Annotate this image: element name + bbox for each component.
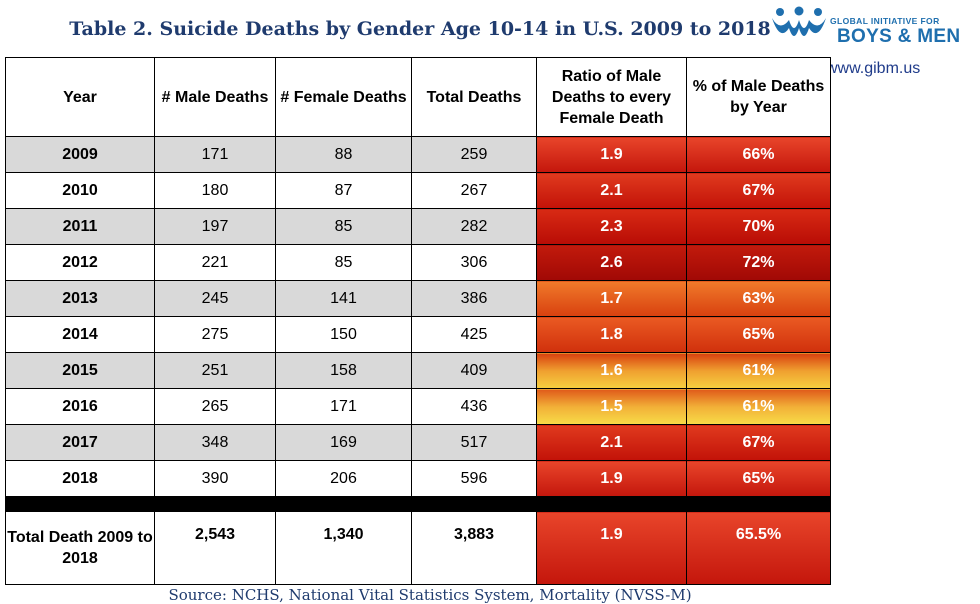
table-title: Table 2. Suicide Deaths by Gender Age 10… [69, 18, 771, 40]
male-deaths-cell: 197 [154, 208, 276, 245]
ratio-cell: 2.6 [536, 244, 687, 281]
male-pct-cell: 72% [686, 244, 831, 281]
ratio-cell: 1.6 [536, 352, 687, 389]
separator-cell [536, 496, 687, 512]
total-pct-cell: 65.5% [686, 511, 831, 585]
header-male-deaths: # Male Deaths [154, 57, 276, 137]
male-pct-cell: 61% [686, 352, 831, 389]
female-deaths-cell: 85 [275, 208, 412, 245]
ratio-cell: 2.1 [536, 172, 687, 209]
male-pct-cell: 70% [686, 208, 831, 245]
total-total-cell: 3,883 [411, 511, 537, 585]
male-deaths-cell: 221 [154, 244, 276, 281]
year-cell: 2011 [5, 208, 155, 245]
ratio-cell: 1.8 [536, 316, 687, 353]
table-row: 2014 275 150 425 1.8 65% [5, 316, 831, 353]
year-cell: 2016 [5, 388, 155, 425]
separator-cell [411, 496, 537, 512]
logo-top-text: GLOBAL INITIATIVE FOR [830, 16, 940, 26]
year-cell: 2010 [5, 172, 155, 209]
total-row: Total Death 2009 to 2018 2,543 1,340 3,883 1… [5, 511, 831, 585]
ratio-cell: 1.5 [536, 388, 687, 425]
table-row: 2013 245 141 386 1.7 63% [5, 280, 831, 317]
female-deaths-cell: 85 [275, 244, 412, 281]
header-year: Year [5, 57, 155, 137]
male-pct-cell: 67% [686, 424, 831, 461]
female-deaths-cell: 88 [275, 136, 412, 173]
total-deaths-cell: 386 [411, 280, 537, 317]
total-deaths-cell: 436 [411, 388, 537, 425]
male-pct-cell: 67% [686, 172, 831, 209]
total-deaths-cell: 306 [411, 244, 537, 281]
total-deaths-cell: 282 [411, 208, 537, 245]
female-deaths-cell: 171 [275, 388, 412, 425]
table-row: 2010 180 87 267 2.1 67% [5, 172, 831, 209]
header-male-pct: % of Male Deaths by Year [686, 57, 831, 137]
header-total-deaths: Total Deaths [411, 57, 537, 137]
table-row: 2017 348 169 517 2.1 67% [5, 424, 831, 461]
header-female-deaths: # Female Deaths [275, 57, 412, 137]
table-row: 2012 221 85 306 2.6 72% [5, 244, 831, 281]
male-pct-cell: 63% [686, 280, 831, 317]
female-deaths-cell: 158 [275, 352, 412, 389]
female-deaths-cell: 141 [275, 280, 412, 317]
male-deaths-cell: 275 [154, 316, 276, 353]
total-deaths-cell: 517 [411, 424, 537, 461]
table-row: 2009 171 88 259 1.9 66% [5, 136, 831, 173]
table-row: 2011 197 85 282 2.3 70% [5, 208, 831, 245]
table-row: 2016 265 171 436 1.5 61% [5, 388, 831, 425]
year-cell: 2018 [5, 460, 155, 497]
total-male-cell: 2,543 [154, 511, 276, 585]
total-female-cell: 1,340 [275, 511, 412, 585]
total-deaths-cell: 409 [411, 352, 537, 389]
male-pct-cell: 66% [686, 136, 831, 173]
year-cell: 2012 [5, 244, 155, 281]
logo-bottom-text: BOYS & MEN [837, 26, 961, 47]
female-deaths-cell: 169 [275, 424, 412, 461]
separator-cell [686, 496, 831, 512]
year-cell: 2009 [5, 136, 155, 173]
header-ratio: Ratio of Male Deaths to every Female Dea… [536, 57, 687, 137]
source-note: Source: NCHS, National Vital Statistics … [168, 586, 692, 604]
female-deaths-cell: 87 [275, 172, 412, 209]
male-pct-cell: 61% [686, 388, 831, 425]
separator-cell [154, 496, 276, 512]
male-deaths-cell: 180 [154, 172, 276, 209]
ratio-cell: 1.9 [536, 136, 687, 173]
header-row: Year # Male Deaths # Female Deaths Total… [5, 57, 831, 137]
male-deaths-cell: 390 [154, 460, 276, 497]
year-cell: 2013 [5, 280, 155, 317]
separator-cell [5, 496, 155, 512]
website-link[interactable]: www.gibm.us [826, 60, 921, 77]
female-deaths-cell: 150 [275, 316, 412, 353]
year-cell: 2015 [5, 352, 155, 389]
separator-cell [275, 496, 412, 512]
year-cell: 2014 [5, 316, 155, 353]
male-deaths-cell: 171 [154, 136, 276, 173]
female-deaths-cell: 206 [275, 460, 412, 497]
total-ratio-cell: 1.9 [536, 511, 687, 585]
table-row: 2018 390 206 596 1.9 65% [5, 460, 831, 497]
total-deaths-cell: 267 [411, 172, 537, 209]
total-deaths-cell: 259 [411, 136, 537, 173]
male-pct-cell: 65% [686, 316, 831, 353]
gibm-logo: GLOBAL INITIATIVE FOR BOYS & MEN [770, 4, 976, 47]
figures-logo-icon [772, 6, 826, 36]
table-row: 2015 251 158 409 1.6 61% [5, 352, 831, 389]
ratio-cell: 2.3 [536, 208, 687, 245]
male-deaths-cell: 251 [154, 352, 276, 389]
year-cell: 2017 [5, 424, 155, 461]
data-table: Year # Male Deaths # Female Deaths Total… [5, 57, 831, 585]
total-label-cell: Total Death 2009 to 2018 [5, 511, 155, 585]
total-deaths-cell: 425 [411, 316, 537, 353]
separator-row [5, 496, 831, 512]
ratio-cell: 1.9 [536, 460, 687, 497]
ratio-cell: 1.7 [536, 280, 687, 317]
male-pct-cell: 65% [686, 460, 831, 497]
total-deaths-cell: 596 [411, 460, 537, 497]
male-deaths-cell: 245 [154, 280, 276, 317]
male-deaths-cell: 265 [154, 388, 276, 425]
male-deaths-cell: 348 [154, 424, 276, 461]
ratio-cell: 2.1 [536, 424, 687, 461]
